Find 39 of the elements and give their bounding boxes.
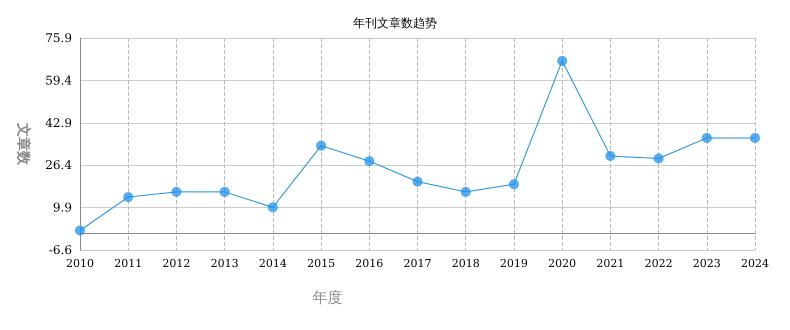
x-tick-label: 2020 xyxy=(548,257,576,270)
x-tick-label: 2023 xyxy=(692,257,721,270)
x-tick-label: 2016 xyxy=(355,257,384,270)
x-tick-label: 2012 xyxy=(162,257,190,270)
x-tick-label: 2011 xyxy=(114,257,142,270)
x-tick-label: 2024 xyxy=(741,257,769,270)
chart-title: 年刊文章数趋势 xyxy=(353,16,437,30)
y-tick-label: 75.9 xyxy=(45,31,72,45)
point xyxy=(557,56,568,66)
x-axis-title: 年度 xyxy=(312,288,342,306)
point xyxy=(654,154,664,164)
x-tick-label: 2013 xyxy=(210,257,239,270)
x-tick-label: 2022 xyxy=(644,257,673,270)
point xyxy=(268,202,278,212)
point xyxy=(702,132,712,143)
x-tick-label: 2017 xyxy=(404,257,432,270)
point xyxy=(220,186,230,197)
point xyxy=(412,176,422,187)
y-tick-label: 26.4 xyxy=(45,158,72,172)
point xyxy=(171,186,182,197)
y-tick-label: 59.4 xyxy=(45,73,72,88)
x-tick-label: 2018 xyxy=(452,257,480,270)
y-tick-label: 42.9 xyxy=(45,116,72,130)
point xyxy=(508,179,519,190)
point xyxy=(316,140,326,151)
point xyxy=(75,225,85,236)
y-axis-title: 文章数 xyxy=(15,122,32,166)
point xyxy=(364,156,374,166)
x-tick-label: 2021 xyxy=(596,257,624,270)
x-tick-label: 2019 xyxy=(500,257,528,270)
x-tick-label: 2010 xyxy=(66,257,94,270)
x-tick-label: 2014 xyxy=(258,257,287,270)
x-tick-label: 2015 xyxy=(307,257,336,270)
point xyxy=(123,192,134,202)
point xyxy=(460,186,471,197)
point xyxy=(750,132,760,143)
y-tick-label: 9.9 xyxy=(52,200,72,215)
y-tick-label: -6.6 xyxy=(48,243,72,257)
point xyxy=(605,150,616,161)
